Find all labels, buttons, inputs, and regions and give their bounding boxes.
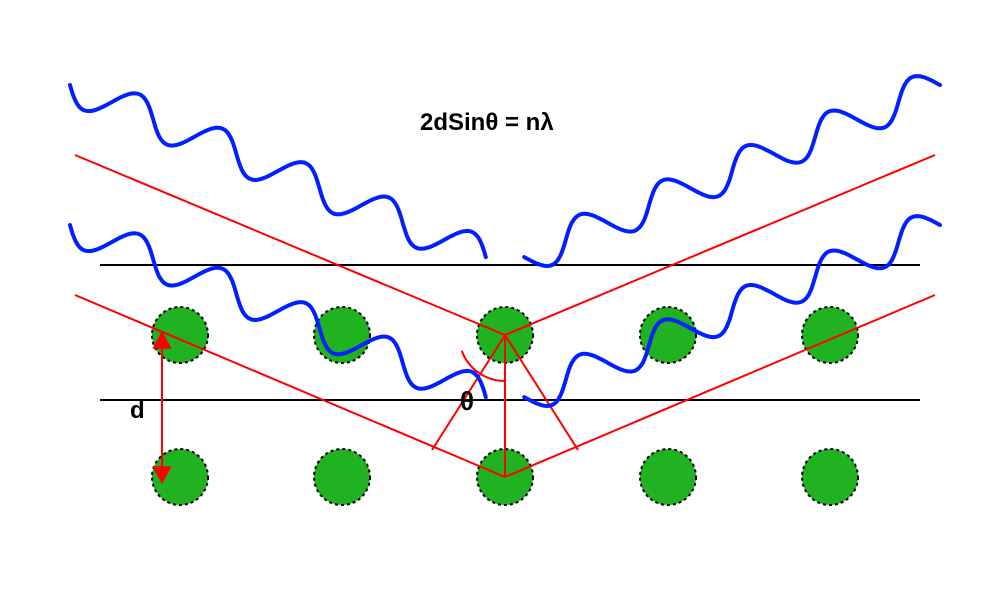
atom-row1-col5 <box>802 307 858 363</box>
d-label: d <box>130 397 145 424</box>
atom-row1-col4 <box>640 307 696 363</box>
atom-row2-col2 <box>314 449 370 505</box>
theta-label: θ <box>460 386 474 416</box>
wave-lower-reflected <box>524 216 940 406</box>
bragg-equation: 2dSinθ = nλ <box>420 109 554 136</box>
wave-lower-incident <box>70 225 486 397</box>
atom-row2-col5 <box>802 449 858 505</box>
wave-upper-reflected <box>524 76 940 266</box>
atom-row2-col4 <box>640 449 696 505</box>
perpendicular-2 <box>505 335 578 450</box>
